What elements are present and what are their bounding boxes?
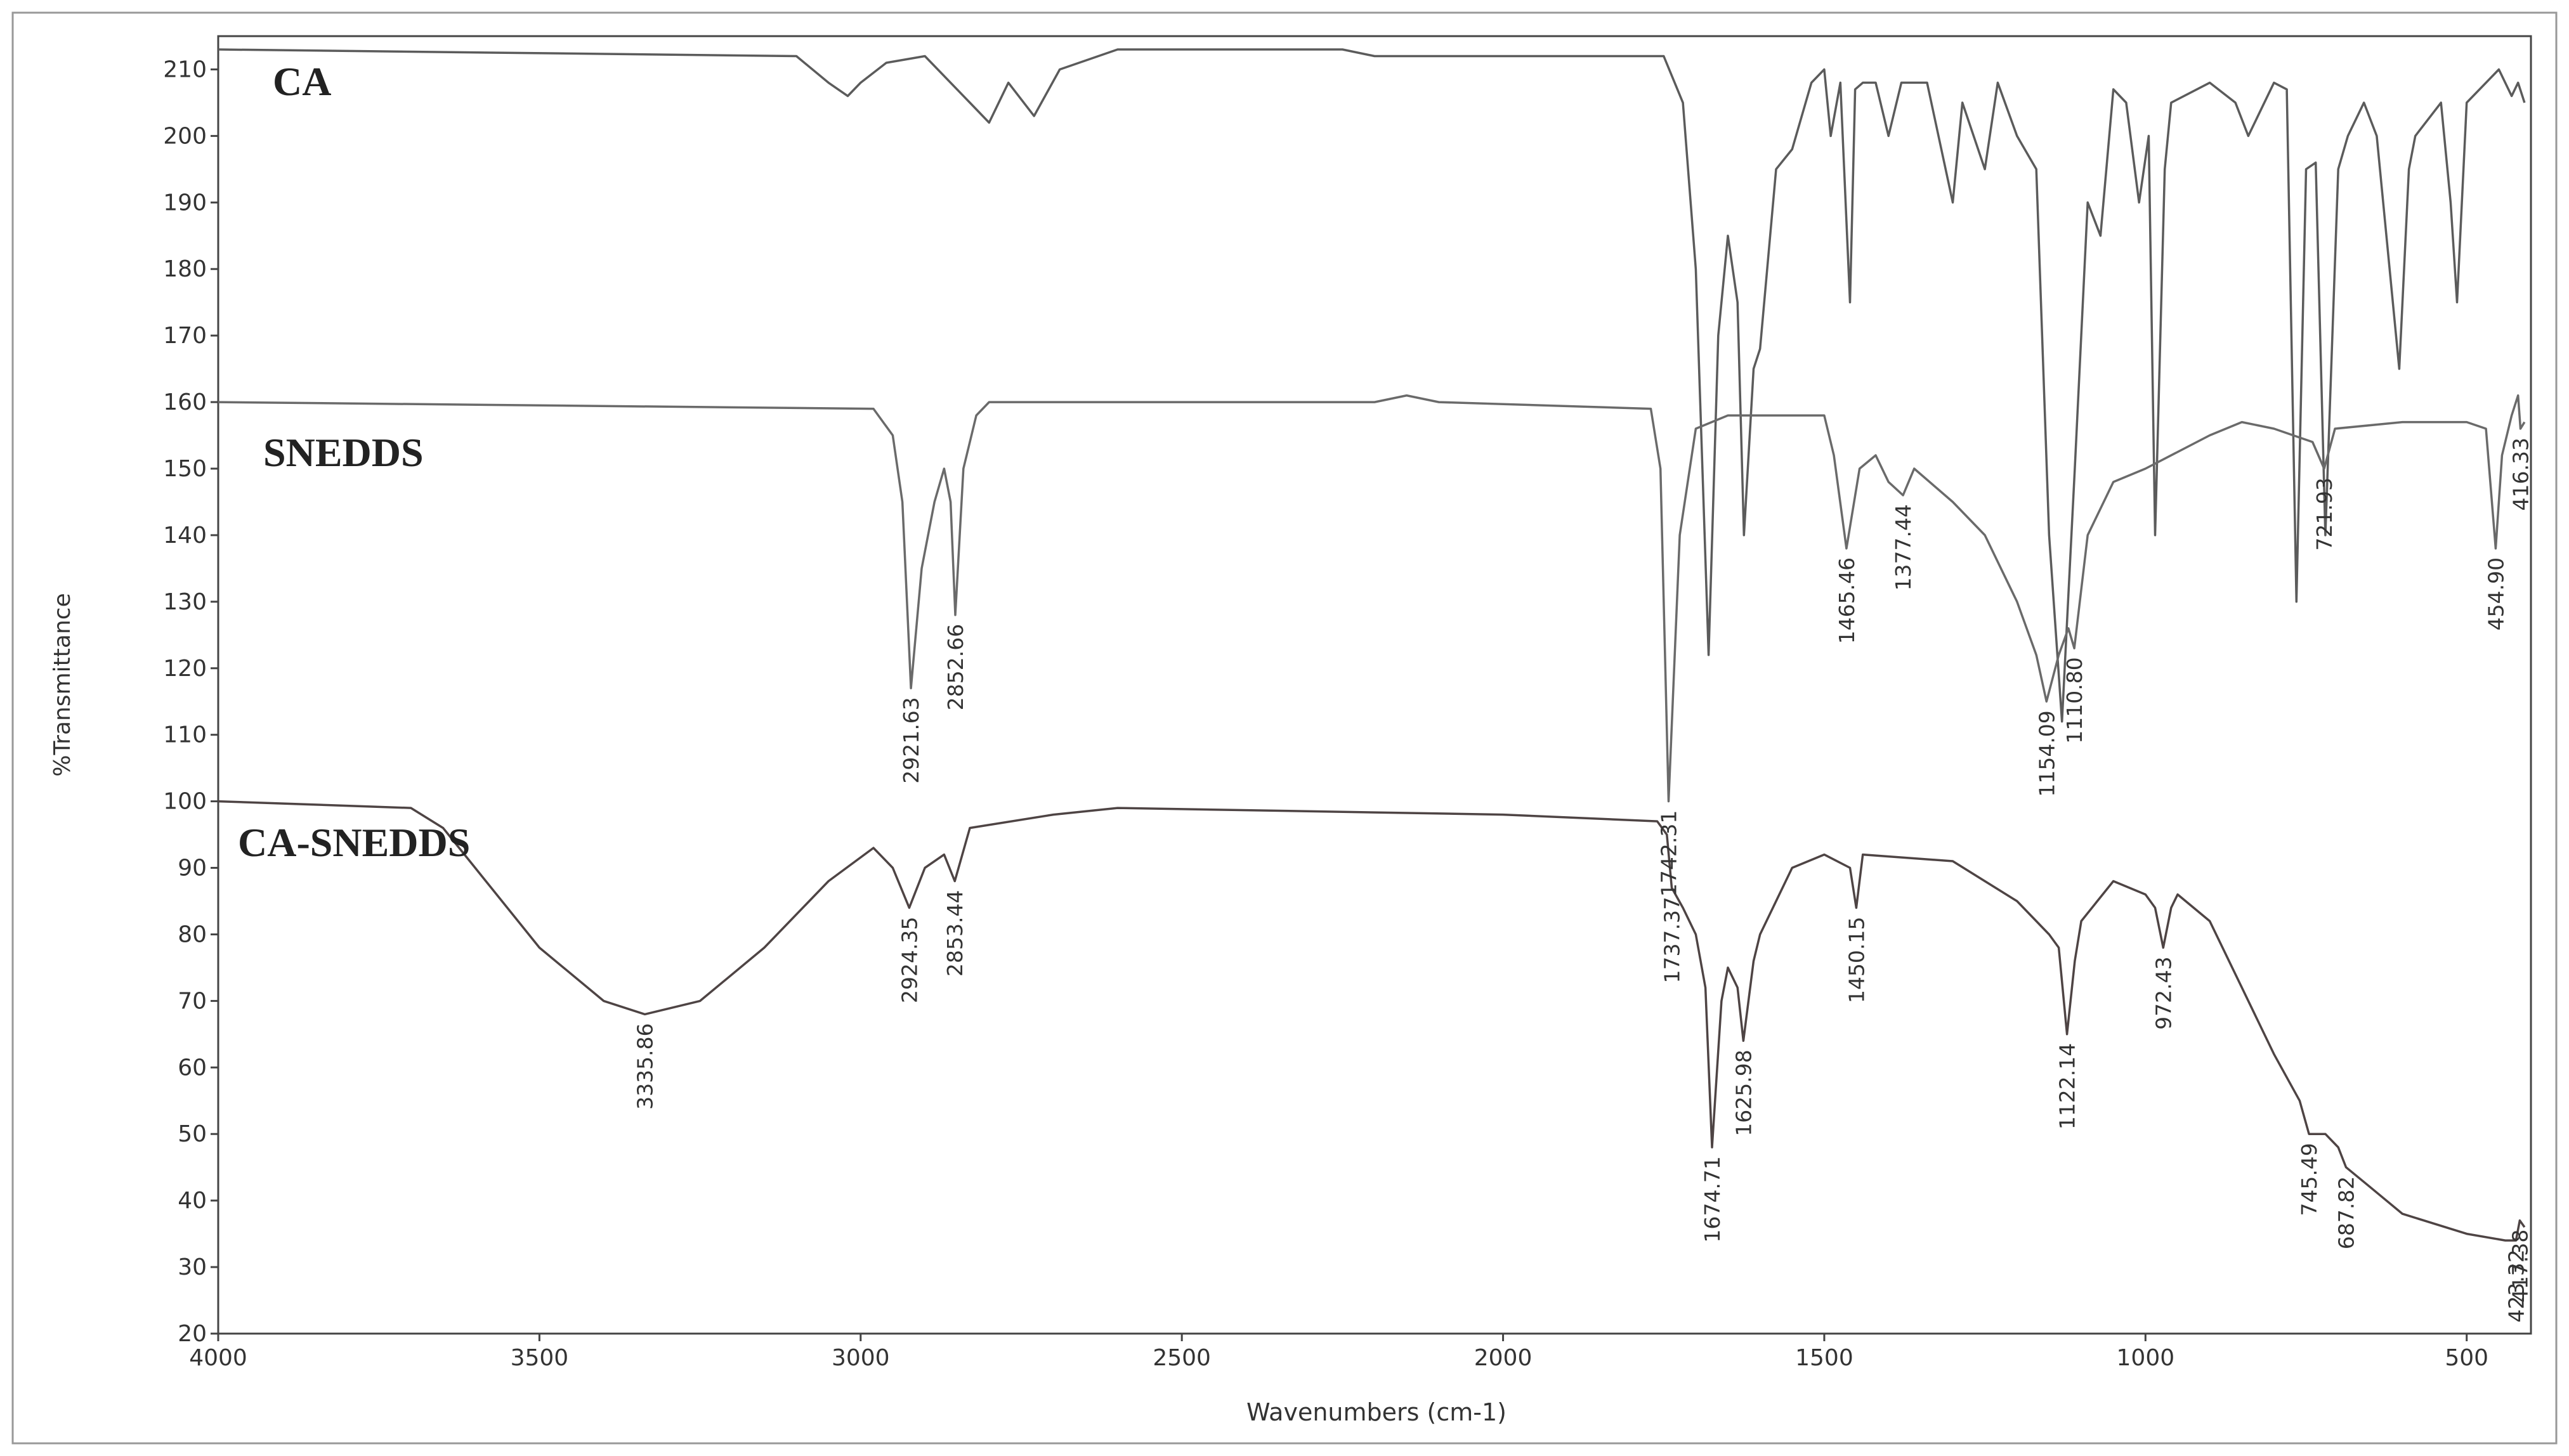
- peak-label: 1450.15: [1844, 917, 1869, 1003]
- y-tick-label: 40: [178, 1188, 207, 1214]
- peak-label: 721.93: [2312, 478, 2337, 550]
- y-tick-label: 90: [178, 855, 207, 881]
- series-label: CA-SNEDDS: [238, 820, 470, 865]
- peak-label: 2921.63: [899, 697, 924, 783]
- y-tick-label: 80: [178, 921, 207, 947]
- y-tick-label: 70: [178, 988, 207, 1014]
- peak-label: 1674.71: [1700, 1156, 1725, 1242]
- spectrum-line: [218, 394, 2526, 803]
- peak-label: 687.82: [2334, 1176, 2359, 1249]
- series-label: CA: [273, 59, 331, 104]
- y-tick-label: 170: [163, 323, 207, 349]
- plot-area: [217, 35, 2532, 1335]
- x-tick-label: 1500: [1795, 1345, 1853, 1371]
- x-tick-label: 500: [2445, 1345, 2488, 1371]
- peak-label: 2924.35: [897, 917, 922, 1003]
- y-axis-label: %Transmittance: [49, 593, 75, 776]
- peak-label: 1742.31: [1657, 810, 1682, 897]
- peak-label: 423.32: [2504, 1249, 2528, 1322]
- frame: [11, 11, 2558, 1445]
- x-axis-label: Wavenumbers (cm-1): [1246, 1398, 1507, 1426]
- y-tick-label: 120: [163, 656, 207, 682]
- series-label: SNEDDS: [263, 430, 424, 475]
- peak-label: 1122.14: [2055, 1043, 2080, 1129]
- y-tick-label: 180: [163, 256, 207, 282]
- y-tick-label: 140: [163, 523, 207, 549]
- y-tick-label: 30: [178, 1254, 207, 1280]
- y-tick-label: 190: [163, 190, 207, 216]
- x-tick-label: 1000: [2117, 1345, 2175, 1371]
- peak-label: 454.90: [2483, 557, 2508, 630]
- peak-label: 2853.44: [943, 890, 967, 977]
- y-tick-label: 130: [163, 589, 207, 615]
- y-tick-label: 210: [163, 56, 207, 82]
- y-tick-label: 110: [163, 722, 207, 748]
- peak-label: 417.38: [2507, 1230, 2532, 1303]
- peak-label: 2852.66: [943, 624, 968, 710]
- peak-label: 972.43: [2151, 956, 2176, 1029]
- peak-label: 1154.09: [2034, 710, 2059, 796]
- peak-label: 745.49: [2297, 1143, 2322, 1216]
- y-tick-label: 60: [178, 1055, 207, 1081]
- y-tick-label: 50: [178, 1121, 207, 1147]
- spectrum-line: [218, 48, 2526, 723]
- peak-label: 1625.98: [1731, 1050, 1756, 1136]
- y-tick-label: 20: [178, 1321, 207, 1347]
- y-tick-label: 150: [163, 456, 207, 482]
- spectrum-line: [218, 800, 2526, 1242]
- x-tick-label: 4000: [189, 1345, 247, 1371]
- x-tick-label: 2000: [1474, 1345, 1533, 1371]
- x-tick-label: 3000: [832, 1345, 890, 1371]
- peak-label: 1377.44: [1891, 504, 1916, 590]
- x-tick-label: 2500: [1153, 1345, 1211, 1371]
- y-tick-label: 160: [163, 389, 207, 415]
- peak-label: 416.33: [2509, 438, 2533, 510]
- x-tick-label: 3500: [511, 1345, 569, 1371]
- peak-label: 1737.37: [1660, 897, 1685, 983]
- y-tick-label: 100: [163, 789, 207, 815]
- y-tick-label: 200: [163, 123, 207, 149]
- peak-label: 1465.46: [1834, 557, 1859, 644]
- peak-label: 1110.80: [2062, 657, 2087, 743]
- peak-label: 3335.86: [633, 1023, 658, 1109]
